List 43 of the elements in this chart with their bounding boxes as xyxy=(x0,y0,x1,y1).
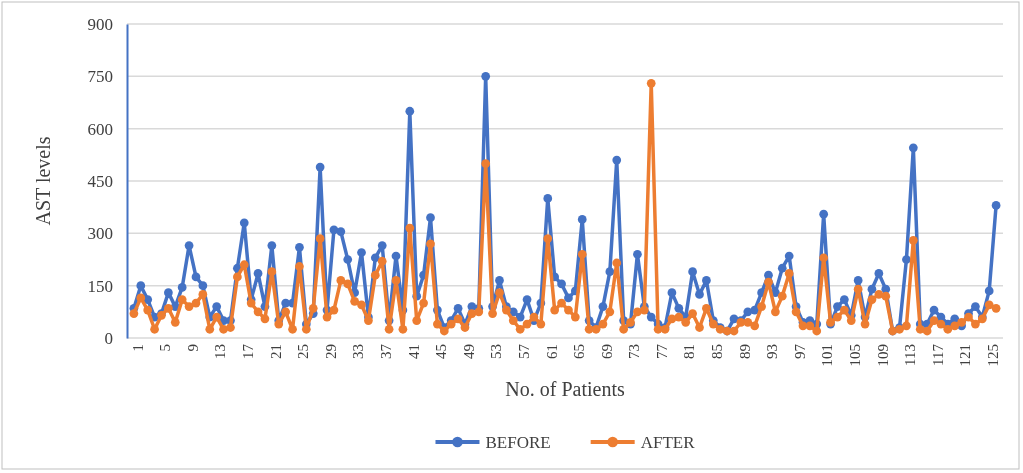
x-tick-label: 81 xyxy=(681,344,698,359)
x-tick-label: 29 xyxy=(322,344,339,359)
y-axis-title: AST levels xyxy=(32,136,54,226)
x-tick-label: 53 xyxy=(488,344,505,359)
x-tick-label: 97 xyxy=(791,343,808,359)
x-tick-label: 117 xyxy=(929,343,946,366)
x-tick-label: 33 xyxy=(350,344,367,359)
x-tick-label: 5 xyxy=(157,344,174,352)
x-tick-label: 93 xyxy=(764,344,781,359)
y-tick-label: 450 xyxy=(87,171,113,191)
x-tick-label: 101 xyxy=(819,344,836,367)
y-tick-label: 150 xyxy=(87,276,113,296)
x-tick-label: 125 xyxy=(984,344,1001,367)
x-tick-label: 37 xyxy=(377,343,394,359)
x-tick-label: 49 xyxy=(460,344,477,359)
x-tick-label: 13 xyxy=(212,344,229,359)
x-tick-label: 17 xyxy=(240,343,257,359)
x-tick-label: 61 xyxy=(543,344,560,359)
y-tick-label: 900 xyxy=(87,14,113,34)
y-tick-label: 300 xyxy=(87,224,113,244)
x-tick-label: 25 xyxy=(295,344,312,359)
legend-label: BEFORE xyxy=(485,432,551,452)
x-tick-label: 9 xyxy=(184,344,201,352)
x-tick-label: 57 xyxy=(515,343,532,359)
x-tick-label: 121 xyxy=(957,344,974,367)
x-axis-title: No. of Patients xyxy=(505,378,625,400)
x-tick-label: 69 xyxy=(598,344,615,359)
x-tick-label: 105 xyxy=(847,344,863,367)
x-tick-label: 113 xyxy=(902,344,919,366)
legend-label: AFTER xyxy=(640,432,696,452)
y-tick-label: 750 xyxy=(87,67,113,87)
x-tick-label: 77 xyxy=(653,343,670,359)
x-tick-label: 89 xyxy=(736,344,753,359)
x-tick-label: 65 xyxy=(571,344,588,359)
x-tick-label: 73 xyxy=(626,344,643,359)
x-tick-label: 1 xyxy=(129,344,146,352)
x-tick-label: 41 xyxy=(405,344,422,359)
x-tick-label: 45 xyxy=(433,344,450,359)
y-tick-label: 600 xyxy=(87,119,113,139)
x-tick-label: 21 xyxy=(267,344,284,359)
x-tick-label: 85 xyxy=(709,344,726,359)
x-tick-label: 109 xyxy=(874,344,891,367)
y-tick-label: 0 xyxy=(104,328,113,348)
